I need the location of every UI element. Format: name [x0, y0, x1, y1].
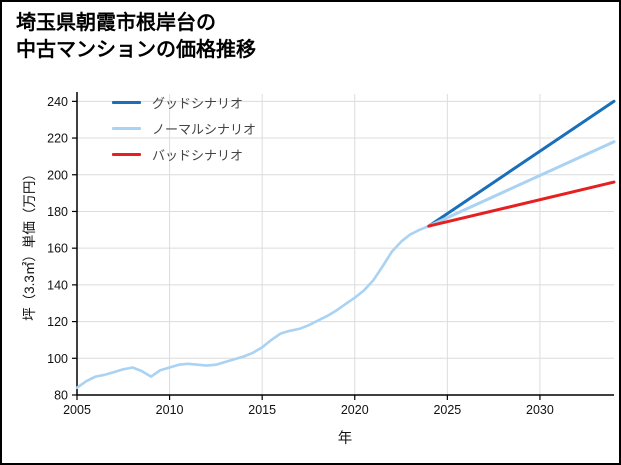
legend-item-normal-scenario: ノーマルシナリオ — [112, 120, 257, 137]
legend-swatch-normal — [112, 126, 141, 130]
series-line-normal — [427, 140, 616, 228]
y-tick-label: 140 — [47, 278, 68, 292]
y-tick-label: 160 — [47, 242, 68, 256]
series-line-history — [75, 224, 431, 390]
legend-swatch-good — [112, 100, 141, 104]
legend-item-bad-scenario: バッドシナリオ — [112, 146, 256, 163]
legend-item-good-scenario: グッドシナリオ — [112, 94, 256, 111]
x-axis-label: 年 — [337, 431, 353, 447]
x-tick-label: 2010 — [156, 403, 184, 417]
x-tick-label: 2020 — [341, 403, 369, 417]
chart-title: 埼玉県朝霞市根岸台の 中古マンションの価格推移 — [16, 12, 256, 61]
x-tick-label: 2030 — [526, 403, 554, 417]
legend-swatch-bad — [112, 152, 141, 156]
y-tick-label: 240 — [47, 95, 68, 109]
y-tick-label: 220 — [47, 132, 68, 146]
y-tick-label: 200 — [47, 168, 68, 182]
y-tick-label: 120 — [47, 315, 68, 329]
x-tick-label: 2025 — [433, 403, 461, 417]
x-tick-label: 2005 — [63, 403, 91, 417]
y-tick-label: 180 — [47, 205, 68, 219]
series-line-bad — [427, 180, 616, 228]
series-line-good — [427, 99, 616, 228]
y-tick-label: 100 — [47, 352, 68, 366]
x-tick-label: 2015 — [248, 403, 276, 417]
legend-label-bad: バッドシナリオ — [152, 147, 244, 163]
legend-label-normal: ノーマルシナリオ — [152, 121, 257, 137]
y-tick-label: 80 — [54, 389, 68, 403]
y-axis-label: 坪（3.3㎡）単価（万円） — [22, 167, 37, 321]
legend: グッドシナリオ ノーマルシナリオ バッドシナリオ — [112, 94, 257, 163]
legend-label-good: グッドシナリオ — [152, 95, 244, 111]
